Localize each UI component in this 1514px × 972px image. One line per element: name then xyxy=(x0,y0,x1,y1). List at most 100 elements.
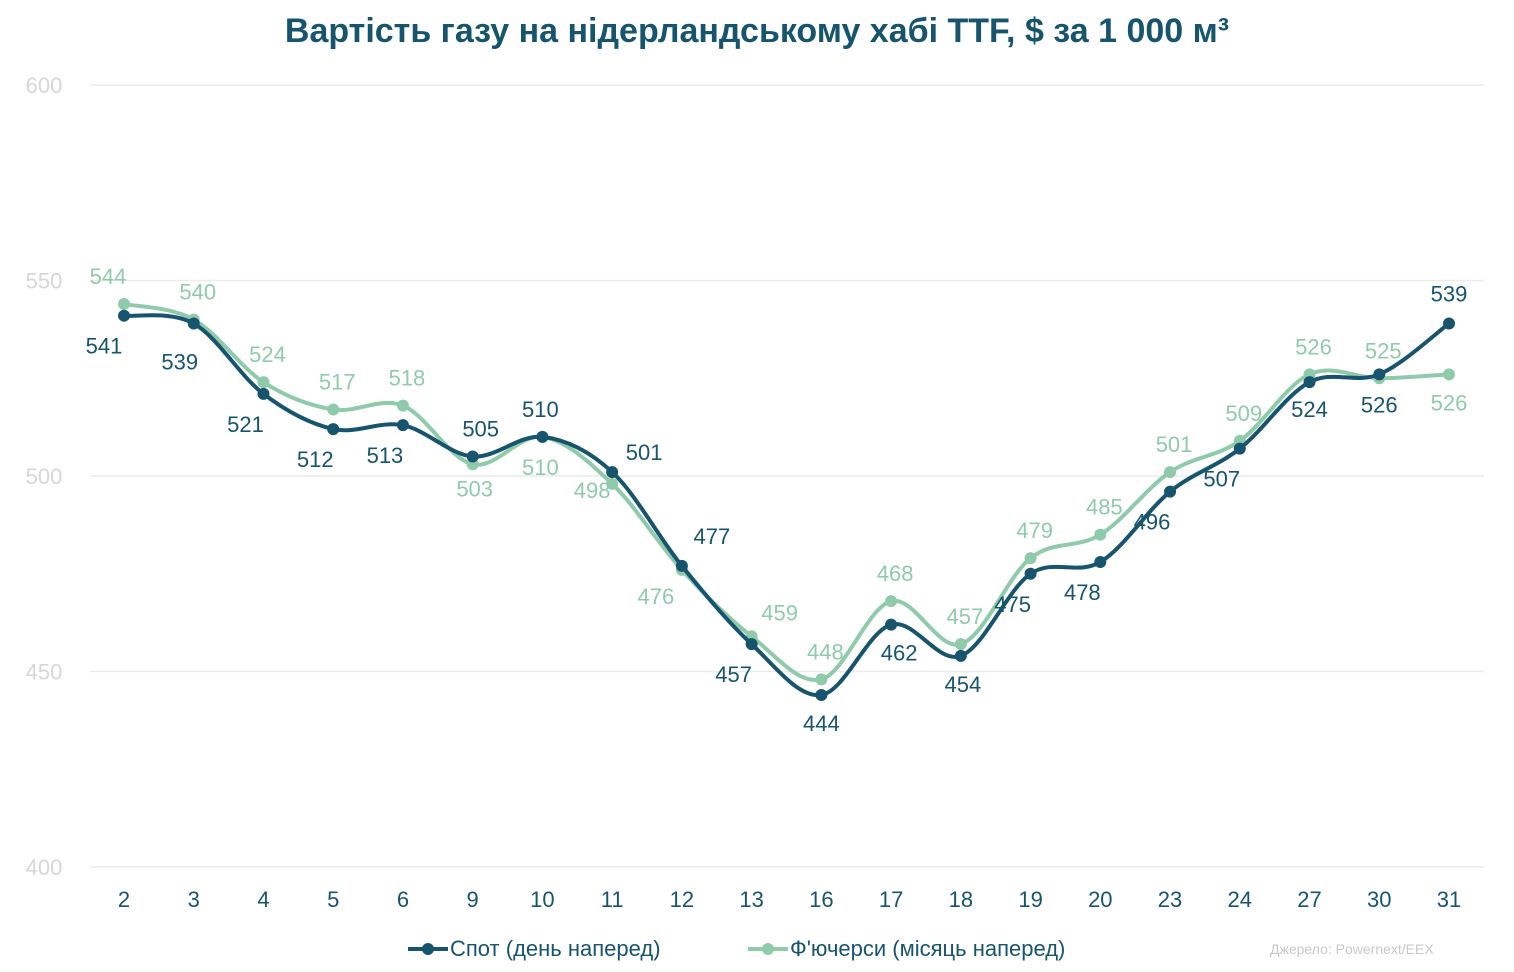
data-label-futures: 448 xyxy=(807,639,844,664)
x-tick-label: 4 xyxy=(257,887,269,912)
data-label-spot: 462 xyxy=(881,641,918,666)
data-label-futures: 485 xyxy=(1086,495,1123,520)
data-point-futures xyxy=(1094,528,1107,541)
data-label-futures: 524 xyxy=(249,342,286,367)
data-label-spot: 505 xyxy=(462,416,499,441)
data-point-spot xyxy=(118,309,130,322)
data-point-futures xyxy=(257,376,270,389)
data-label-futures: 479 xyxy=(1016,518,1053,543)
data-label-spot: 512 xyxy=(297,447,334,472)
data-label-futures: 526 xyxy=(1295,334,1332,359)
data-label-spot: 513 xyxy=(367,443,404,468)
x-tick-label: 11 xyxy=(601,887,624,912)
data-point-spot xyxy=(536,430,549,443)
x-tick-label: 19 xyxy=(1018,887,1042,912)
data-point-spot xyxy=(466,450,479,463)
data-point-spot xyxy=(675,559,688,572)
data-label-spot: 510 xyxy=(522,397,559,422)
legend-label-futures: Ф'ючерси (місяць наперед) xyxy=(790,936,1066,961)
data-point-futures xyxy=(606,477,619,490)
data-label-futures: 498 xyxy=(574,478,611,503)
data-label-spot: 454 xyxy=(944,672,981,697)
data-point-spot xyxy=(1373,368,1386,381)
data-label-futures: 457 xyxy=(946,604,983,629)
data-point-futures xyxy=(327,403,340,416)
legend-label-spot: Спот (день наперед) xyxy=(450,936,661,961)
data-label-futures: 540 xyxy=(179,280,216,305)
data-label-spot: 526 xyxy=(1361,392,1398,417)
data-point-spot xyxy=(1094,556,1107,569)
data-label-spot: 521 xyxy=(227,412,264,437)
data-point-futures xyxy=(1024,552,1037,565)
data-point-futures xyxy=(954,638,967,651)
data-label-futures: 526 xyxy=(1431,390,1468,415)
data-label-futures: 509 xyxy=(1225,401,1262,426)
data-point-spot xyxy=(1443,317,1455,330)
x-tick-label: 13 xyxy=(739,887,763,912)
x-tick-label: 17 xyxy=(879,887,903,912)
data-point-futures xyxy=(815,673,828,686)
data-label-spot: 478 xyxy=(1064,580,1101,605)
data-point-spot xyxy=(606,466,619,479)
data-point-spot xyxy=(885,618,898,631)
data-point-spot xyxy=(1303,376,1316,389)
legend-item-futures: Ф'ючерси (місяць наперед) xyxy=(746,936,1065,962)
data-point-futures xyxy=(1443,368,1455,381)
data-label-spot: 457 xyxy=(715,662,752,687)
x-tick-label: 23 xyxy=(1158,887,1182,912)
data-label-spot: 524 xyxy=(1291,397,1328,422)
series-line-futures xyxy=(123,301,1450,683)
data-label-spot: 539 xyxy=(1431,282,1468,307)
data-label-futures: 476 xyxy=(638,584,675,609)
series-line-spot xyxy=(123,313,1451,697)
data-label-futures: 525 xyxy=(1365,338,1402,363)
data-point-spot xyxy=(257,387,270,400)
y-tick-label: 550 xyxy=(26,269,63,294)
data-point-futures xyxy=(885,595,898,608)
data-point-futures xyxy=(1164,466,1177,479)
data-point-spot xyxy=(745,638,758,651)
x-tick-label: 31 xyxy=(1437,887,1461,912)
data-point-spot xyxy=(187,317,200,330)
data-label-futures: 501 xyxy=(1156,432,1193,457)
x-tick-label: 9 xyxy=(467,887,479,912)
data-label-spot: 475 xyxy=(994,592,1031,617)
data-label-futures: 459 xyxy=(761,600,798,625)
y-tick-label: 600 xyxy=(26,73,63,98)
data-label-futures: 468 xyxy=(877,561,914,586)
x-tick-label: 6 xyxy=(397,887,409,912)
x-tick-label: 2 xyxy=(118,887,130,912)
x-tick-label: 10 xyxy=(530,887,554,912)
legend-marker-spot xyxy=(408,943,448,955)
data-label-spot: 541 xyxy=(86,334,123,359)
data-point-spot xyxy=(327,423,340,436)
data-label-futures: 517 xyxy=(319,370,356,395)
data-label-spot: 501 xyxy=(626,440,663,465)
data-label-spot: 539 xyxy=(161,350,198,375)
data-point-futures xyxy=(118,297,130,310)
data-point-spot xyxy=(396,419,409,432)
data-point-spot xyxy=(815,688,828,701)
data-point-spot xyxy=(954,649,967,662)
legend-item-spot: Спот (день наперед) xyxy=(406,936,661,962)
x-tick-label: 18 xyxy=(949,887,973,912)
legend-marker-futures xyxy=(748,943,788,955)
data-label-futures: 518 xyxy=(389,366,426,391)
x-tick-label: 12 xyxy=(670,887,694,912)
data-label-futures: 503 xyxy=(456,476,493,501)
x-tick-label: 20 xyxy=(1088,887,1112,912)
data-label-spot: 477 xyxy=(694,524,731,549)
x-tick-label: 27 xyxy=(1297,887,1321,912)
data-point-spot xyxy=(1164,485,1177,498)
source-note: Джерело: Powernext/EEX xyxy=(1270,941,1434,957)
x-tick-label: 5 xyxy=(327,887,339,912)
y-tick-label: 500 xyxy=(26,464,63,489)
data-label-futures: 544 xyxy=(90,264,127,289)
chart-title: Вартість газу на нідерландському хабі TT… xyxy=(284,12,1230,50)
data-label-futures: 510 xyxy=(522,455,559,480)
x-tick-label: 16 xyxy=(809,887,833,912)
x-tick-label: 30 xyxy=(1367,887,1391,912)
y-tick-label: 450 xyxy=(26,660,63,685)
data-label-spot: 444 xyxy=(803,711,840,736)
